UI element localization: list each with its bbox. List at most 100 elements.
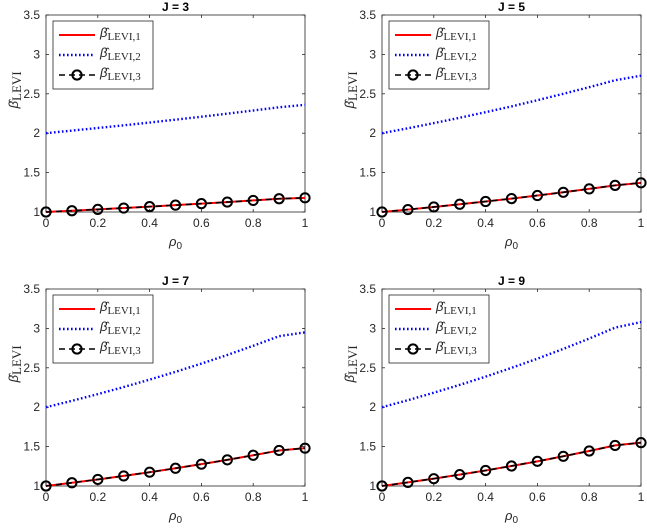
x-tick-label: 0.8 — [245, 216, 262, 230]
x-axis-label: ρ0 — [504, 234, 518, 252]
legend-label-1: β̂LEVI,1 — [435, 299, 477, 317]
x-tick-label: 0.2 — [89, 216, 106, 230]
x-tick-label: 0.6 — [529, 490, 546, 504]
y-tick-label: 1.5 — [359, 166, 376, 180]
x-tick-label: 0 — [43, 216, 50, 230]
y-tick-label: 2 — [33, 400, 40, 414]
series-3-marker — [221, 196, 233, 208]
legend-label-3: β̂LEVI,3 — [435, 65, 477, 83]
legend-label-2: β̂LEVI,2 — [99, 319, 141, 337]
y-tick-label: 1.5 — [23, 440, 40, 454]
y-tick-label: 2 — [33, 126, 40, 140]
legend-box — [52, 294, 154, 364]
x-tick-label: 0.6 — [193, 216, 210, 230]
x-axis-label: ρ0 — [168, 508, 182, 525]
series-3-marker — [118, 470, 130, 482]
y-tick-label: 3 — [369, 321, 376, 335]
chart-panel-4: 0 0.2 0.4 0.6 0.8 1 1 1.5 2 2.5 3 3.5 J = 9 ρ0 β̂LEVI β… — [342, 274, 647, 526]
series-line-2 — [45, 103, 306, 135]
legend-box — [52, 20, 154, 90]
series-line-2 — [381, 320, 642, 409]
x-tick-label: 0.4 — [477, 216, 494, 230]
legend-label-2: β̂LEVI,2 — [435, 45, 477, 63]
x-axis-label: ρ0 — [504, 508, 518, 525]
series-3-marker — [273, 444, 285, 457]
plot-series-group — [376, 320, 647, 492]
legend: β̂LEVI,1 β̂LEVI,2 β̂LEVI,3 — [52, 20, 154, 90]
chart-title: J = 5 — [498, 0, 525, 14]
series-3-marker — [454, 469, 466, 481]
y-tick-label: 2.5 — [359, 361, 376, 375]
series-3-marker — [299, 192, 311, 204]
series-3-marker — [144, 466, 156, 478]
legend: β̂LEVI,1 β̂LEVI,2 β̂LEVI,3 — [52, 294, 154, 364]
series-3-marker — [376, 480, 388, 492]
series-3-marker — [583, 183, 595, 195]
y-tick-label: 2.5 — [359, 87, 376, 101]
series-line-3 — [381, 182, 642, 213]
chart-panel-2: 0 0.2 0.4 0.6 0.8 1 1 1.5 2 2.5 3 3.5 J = 5 ρ0 β̂LEVI β… — [342, 0, 647, 252]
series-3-marker — [376, 206, 388, 218]
y-tick-label: 3.5 — [359, 282, 376, 296]
legend-box — [388, 20, 490, 90]
series-3-marker — [169, 462, 182, 474]
x-tick-label: 1 — [638, 490, 645, 504]
y-tick-label: 1 — [33, 205, 40, 219]
legend-label-1: β̂LEVI,1 — [99, 25, 141, 43]
series-3-marker — [505, 460, 518, 472]
y-tick-label: 2 — [369, 400, 376, 414]
x-tick-label: 0.6 — [193, 490, 210, 504]
x-tick-label: 1 — [302, 216, 309, 230]
legend-label-3: β̂LEVI,3 — [435, 339, 477, 357]
legend-box — [388, 294, 490, 364]
series-3-marker — [583, 445, 595, 457]
series-3-marker — [531, 455, 544, 467]
series-3-marker — [247, 449, 259, 461]
series-3-marker — [428, 473, 440, 485]
legend-label-3: β̂LEVI,3 — [99, 339, 141, 357]
chart-title: J = 7 — [162, 274, 189, 288]
x-tick-label: 1 — [302, 490, 309, 504]
series-3-marker — [402, 476, 414, 488]
chart-panel-3: 0 0.2 0.4 0.6 0.8 1 1 1.5 2 2.5 3 3.5 J = 7 ρ0 β̂LEVI β… — [6, 274, 311, 526]
series-3-marker — [609, 439, 621, 452]
x-tick-label: 0.2 — [425, 216, 442, 230]
legend-marker — [71, 69, 83, 81]
x-axis-label: ρ0 — [168, 234, 182, 252]
chart-panel-1: 0 0.2 0.4 0.6 0.8 1 1 1.5 2 2.5 3 3.5 J = 3 ρ0 β̂LEVI β… — [6, 0, 311, 252]
legend: β̂LEVI,1 β̂LEVI,2 β̂LEVI,3 — [388, 294, 490, 364]
series-line-3 — [45, 447, 306, 487]
y-tick-label: 2 — [369, 126, 376, 140]
legend-marker — [407, 343, 419, 355]
legend-marker — [71, 343, 83, 355]
series-3-marker — [480, 195, 492, 208]
legend-label-1: β̂LEVI,1 — [435, 25, 477, 43]
legend-label-3: β̂LEVI,3 — [99, 65, 141, 83]
y-axis-label: β̂LEVI — [342, 345, 360, 383]
series-3-marker — [531, 189, 544, 202]
y-axis-label: β̂LEVI — [342, 71, 360, 109]
x-tick-label: 0.4 — [141, 216, 158, 230]
x-tick-label: 0.4 — [477, 490, 494, 504]
y-tick-label: 3 — [33, 321, 40, 335]
y-tick-label: 1 — [33, 479, 40, 493]
series-3-marker — [557, 450, 569, 462]
series-3-marker — [557, 186, 569, 198]
x-tick-label: 1 — [638, 216, 645, 230]
plot-series-group — [40, 331, 311, 492]
series-line-2 — [381, 74, 642, 135]
legend: β̂LEVI,1 β̂LEVI,2 β̂LEVI,3 — [388, 20, 490, 90]
series-3-marker — [221, 454, 233, 466]
series-3-marker — [635, 437, 647, 449]
series-3-marker — [92, 203, 104, 215]
series-3-marker — [144, 201, 156, 213]
series-3-marker — [635, 177, 647, 189]
x-tick-label: 0.6 — [529, 216, 546, 230]
y-tick-label: 3.5 — [23, 8, 40, 22]
series-3-marker — [66, 205, 78, 217]
chart-title: J = 3 — [162, 0, 189, 14]
legend-label-1: β̂LEVI,1 — [99, 299, 141, 317]
y-tick-label: 1.5 — [359, 440, 376, 454]
